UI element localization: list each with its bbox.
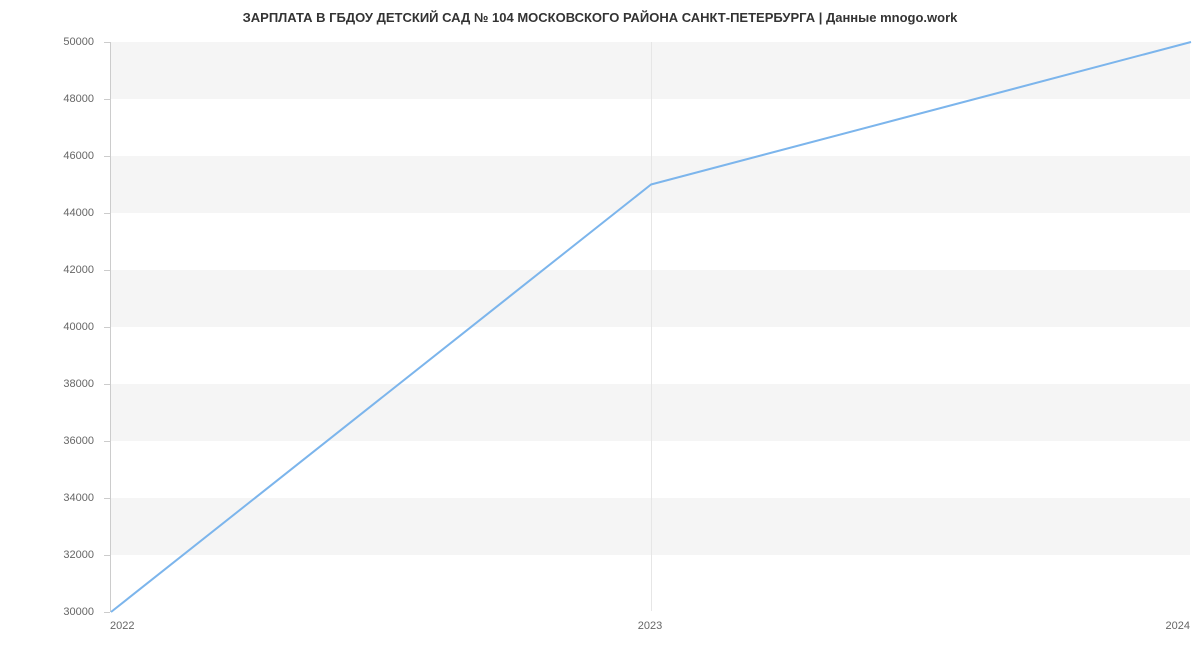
y-tick-label: 40000 [34, 321, 94, 333]
chart-container: 3000032000340003600038000400004200044000… [110, 42, 1190, 612]
y-tick-mark [104, 555, 110, 556]
y-tick-label: 32000 [34, 549, 94, 561]
y-tick-label: 38000 [34, 378, 94, 390]
chart-title: ЗАРПЛАТА В ГБДОУ ДЕТСКИЙ САД № 104 МОСКО… [0, 0, 1200, 25]
y-tick-label: 42000 [34, 264, 94, 276]
y-tick-mark [104, 42, 110, 43]
y-tick-label: 44000 [34, 207, 94, 219]
x-tick-label: 2024 [1166, 620, 1190, 632]
y-tick-mark [104, 99, 110, 100]
y-tick-label: 36000 [34, 435, 94, 447]
y-tick-label: 46000 [34, 150, 94, 162]
y-tick-label: 50000 [34, 36, 94, 48]
y-tick-mark [104, 327, 110, 328]
series-line [111, 42, 1191, 612]
y-tick-mark [104, 498, 110, 499]
y-tick-label: 34000 [34, 492, 94, 504]
y-tick-mark [104, 156, 110, 157]
plot-area [110, 42, 1190, 612]
y-tick-mark [104, 384, 110, 385]
x-tick-label: 2023 [620, 620, 680, 632]
y-tick-mark [104, 270, 110, 271]
y-tick-mark [104, 441, 110, 442]
y-tick-label: 30000 [34, 606, 94, 618]
line-series [111, 42, 1191, 612]
y-tick-label: 48000 [34, 93, 94, 105]
y-tick-mark [104, 612, 110, 613]
y-tick-mark [104, 213, 110, 214]
x-tick-label: 2022 [110, 620, 134, 632]
